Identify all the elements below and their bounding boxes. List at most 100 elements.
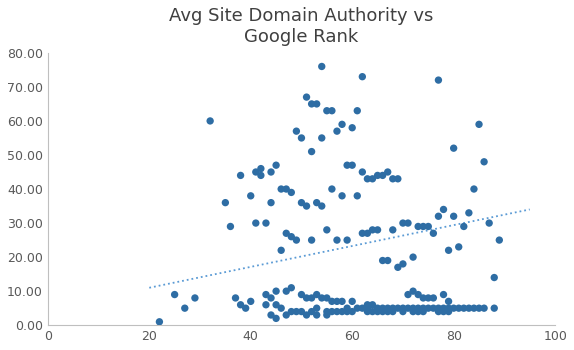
Point <box>343 162 352 168</box>
Point <box>404 305 413 311</box>
Point <box>409 254 418 260</box>
Point <box>444 305 453 311</box>
Point <box>418 305 428 311</box>
Point <box>282 231 291 236</box>
Point <box>297 309 306 314</box>
Point <box>383 169 392 175</box>
Point <box>464 210 474 216</box>
Point <box>338 299 347 304</box>
Point <box>383 258 392 263</box>
Point <box>312 312 321 318</box>
Point <box>297 200 306 205</box>
Point <box>424 305 433 311</box>
Point <box>327 299 336 304</box>
Point <box>454 305 463 311</box>
Point <box>449 305 458 311</box>
Point <box>266 312 276 318</box>
Point <box>317 135 327 141</box>
Point <box>449 145 458 151</box>
Point <box>352 108 362 113</box>
Point <box>363 302 372 308</box>
Point <box>352 305 362 311</box>
Point <box>368 227 377 233</box>
Point <box>398 309 408 314</box>
Point <box>307 101 316 107</box>
Point <box>343 309 352 314</box>
Point <box>348 309 357 314</box>
Point <box>444 309 453 314</box>
Point <box>490 305 499 311</box>
Point <box>434 77 443 83</box>
Point <box>312 305 321 311</box>
Point <box>393 265 402 270</box>
Point <box>322 312 331 318</box>
Point <box>388 227 397 233</box>
Point <box>439 292 448 298</box>
Point <box>388 305 397 311</box>
Point <box>307 295 316 301</box>
Point <box>393 305 402 311</box>
Point <box>444 247 453 253</box>
Point <box>277 305 286 311</box>
Point <box>418 224 428 229</box>
Point <box>180 305 189 311</box>
Point <box>302 295 311 301</box>
Point <box>312 200 321 205</box>
Point <box>251 220 261 226</box>
Point <box>272 302 281 308</box>
Point <box>409 288 418 294</box>
Point <box>251 169 261 175</box>
Point <box>358 169 367 175</box>
Point <box>459 305 468 311</box>
Point <box>282 186 291 192</box>
Point <box>449 214 458 219</box>
Point <box>409 309 418 314</box>
Point <box>484 220 494 226</box>
Point <box>454 244 463 250</box>
Point <box>424 224 433 229</box>
Point <box>307 149 316 154</box>
Point <box>287 309 296 314</box>
Point <box>256 166 265 172</box>
Point <box>439 309 448 314</box>
Point <box>282 288 291 294</box>
Point <box>322 227 331 233</box>
Point <box>479 159 488 164</box>
Point <box>317 64 327 69</box>
Point <box>439 305 448 311</box>
Point <box>343 237 352 243</box>
Point <box>358 231 367 236</box>
Point <box>373 227 382 233</box>
Point <box>322 108 331 113</box>
Point <box>429 295 438 301</box>
Point <box>287 285 296 290</box>
Point <box>236 302 245 308</box>
Point <box>404 220 413 226</box>
Point <box>475 305 484 311</box>
Point <box>378 305 387 311</box>
Point <box>479 305 488 311</box>
Point <box>256 173 265 178</box>
Point <box>348 299 357 304</box>
Point <box>398 220 408 226</box>
Point <box>393 176 402 182</box>
Point <box>292 237 301 243</box>
Point <box>358 74 367 79</box>
Point <box>413 305 422 311</box>
Point <box>348 125 357 131</box>
Point <box>338 193 347 199</box>
Point <box>266 200 276 205</box>
Point <box>307 237 316 243</box>
Point <box>317 203 327 209</box>
Point <box>378 309 387 314</box>
Point <box>302 94 311 100</box>
Point <box>398 305 408 311</box>
Point <box>287 190 296 195</box>
Point <box>413 292 422 298</box>
Point <box>398 261 408 267</box>
Point <box>373 305 382 311</box>
Title: Avg Site Domain Authority vs
Google Rank: Avg Site Domain Authority vs Google Rank <box>169 7 433 46</box>
Point <box>464 305 474 311</box>
Point <box>434 214 443 219</box>
Point <box>226 224 235 229</box>
